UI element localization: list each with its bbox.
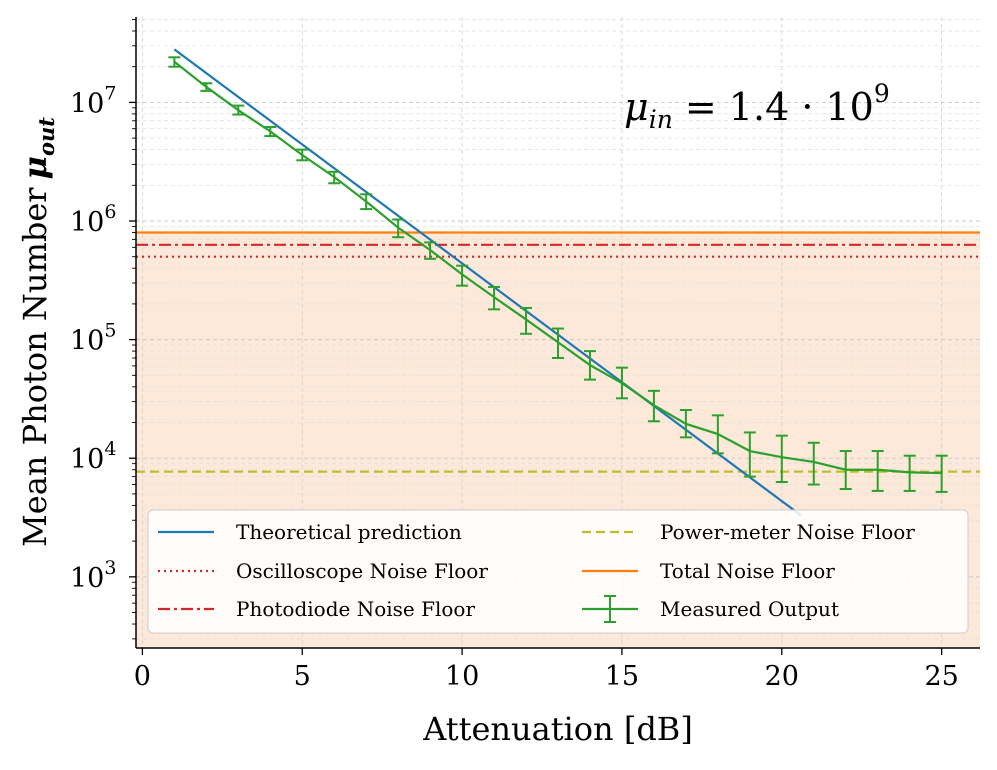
error-bar [679,409,692,439]
legend-item-theoretical-prediction: Theoretical prediction [158,520,462,544]
legend-item-measured-output: Measured Output [582,595,839,623]
y-tick-label: 103 [70,557,116,594]
y-axis-title-symbol: μ [16,156,54,179]
error-bar [552,327,564,359]
error-bar [903,454,916,492]
x-ticks: 0 5 10 15 20 25 [134,648,959,692]
x-tick-label: 5 [294,661,311,692]
y-tick-label: 105 [70,320,116,357]
y-tick-label: 104 [70,438,116,475]
x-axis-title: Attenuation [dB] [422,710,693,748]
error-bar [392,218,405,239]
error-bar [743,431,756,478]
error-bar [647,389,660,423]
error-bar [615,366,628,400]
annotation-sub: in [649,105,673,134]
annotation-sup: 9 [874,79,890,108]
error-bar [296,148,309,162]
legend-label: Oscilloscope Noise Floor [236,559,488,583]
error-bar [775,434,788,484]
error-bar [232,104,245,116]
x-tick-label: 10 [445,661,479,692]
legend-label: Power-meter Noise Floor [660,520,915,544]
x-tick-label: 0 [134,661,151,692]
error-bar [168,56,181,68]
legend-item-oscilloscope-noise-floor: Oscilloscope Noise Floor [158,559,488,583]
annotation-symbol: μ [624,85,649,129]
theoretical-prediction-line [173,48,802,517]
error-bar [200,82,213,92]
legend-box [147,509,969,634]
legend-item-total-noise-floor: Total Noise Floor [582,559,835,583]
error-bar [583,350,596,381]
error-bar [935,454,948,493]
x-tick-label: 20 [765,661,799,692]
legend-label: Measured Output [660,597,839,621]
error-bar [328,170,341,185]
plot-series [136,48,980,517]
x-tick-label: 15 [605,661,639,692]
error-bar [264,126,277,138]
legend: Theoretical prediction Oscilloscope Noise… [147,509,969,634]
legend-item-photodiode-noise-floor: Photodiode Noise Floor [158,597,475,621]
y-tick-label: 106 [70,201,116,238]
y-axis-title: Mean Photon Number μout [16,117,59,547]
error-bar [424,241,437,260]
error-bar [488,285,501,311]
y-tick-label: 107 [70,82,116,119]
error-bar [360,193,373,211]
y-axis-title-sub: out [34,117,59,156]
error-bar [456,264,469,287]
legend-label: Total Noise Floor [660,559,835,583]
x-tick-label: 25 [924,661,958,692]
error-bar [807,441,820,486]
error-bar [839,450,852,491]
y-ticks: 103 104 105 106 107 [70,19,136,640]
input-photon-annotation: μin = 1.4 · 109 [624,79,890,134]
legend-items: Theoretical prediction Oscilloscope Noise… [158,520,915,623]
error-bar [871,450,884,492]
legend-item-power-meter-noise-floor: Power-meter Noise Floor [582,520,915,544]
legend-label: Photodiode Noise Floor [236,597,475,621]
y-axis-title-main: Mean Photon Number [16,187,54,547]
error-bar [711,414,724,455]
annotation-text: = 1.4 · 10 [673,85,874,129]
legend-label: Theoretical prediction [236,520,462,544]
error-bar [520,306,533,335]
